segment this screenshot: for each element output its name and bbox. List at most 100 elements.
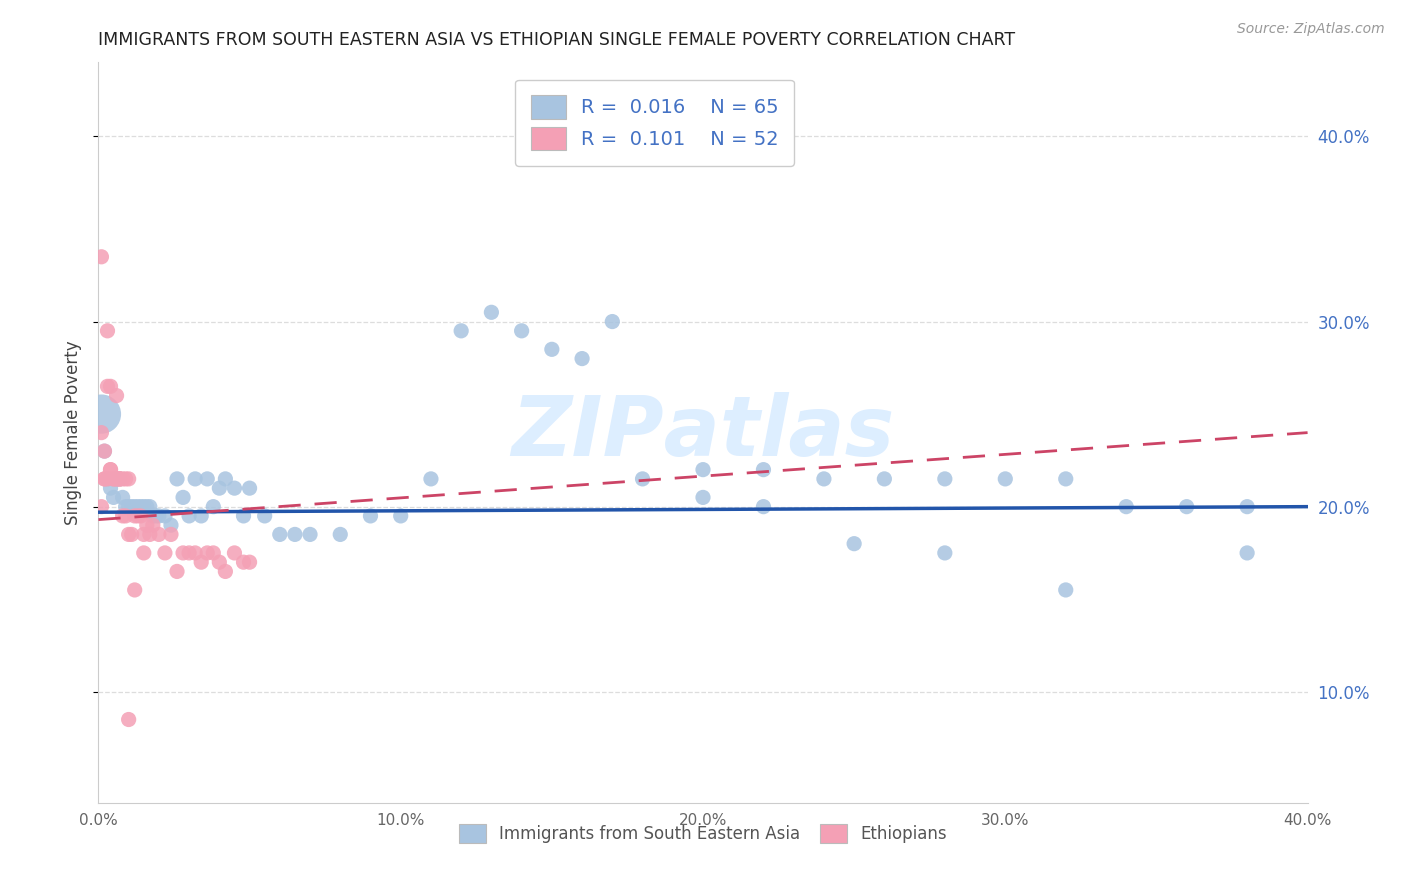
Point: [114, 500, 136, 514]
Point: [135, 518, 157, 533]
Point: [124, 500, 146, 514]
Y-axis label: Single Female Poverty: Single Female Poverty: [65, 341, 83, 524]
Point: [540, 343, 562, 357]
Point: [132, 527, 155, 541]
Point: [510, 324, 533, 338]
Point: [602, 314, 624, 328]
Point: [224, 481, 246, 495]
Point: [132, 500, 155, 514]
Point: [105, 389, 128, 403]
Point: [752, 462, 775, 476]
Point: [100, 379, 122, 393]
Point: [96, 472, 118, 486]
Point: [105, 472, 128, 486]
Point: [239, 481, 262, 495]
Point: [118, 472, 141, 486]
Point: [100, 462, 122, 476]
Point: [111, 491, 134, 505]
Point: [934, 472, 956, 486]
Point: [202, 500, 225, 514]
Point: [481, 305, 503, 319]
Point: [284, 527, 307, 541]
Point: [1054, 472, 1077, 486]
Point: [166, 565, 188, 579]
Point: [118, 713, 141, 727]
Point: [1054, 582, 1077, 597]
Point: [184, 546, 207, 560]
Point: [1175, 500, 1198, 514]
Point: [127, 508, 149, 523]
Point: [179, 508, 201, 523]
Point: [135, 500, 157, 514]
Point: [121, 500, 143, 514]
Point: [148, 508, 170, 523]
Point: [692, 491, 714, 505]
Point: [132, 546, 155, 560]
Point: [202, 546, 225, 560]
Point: [360, 508, 382, 523]
Point: [153, 546, 176, 560]
Point: [420, 472, 443, 486]
Point: [208, 555, 231, 569]
Point: [873, 472, 896, 486]
Point: [752, 500, 775, 514]
Point: [172, 546, 194, 560]
Text: IMMIGRANTS FROM SOUTH EASTERN ASIA VS ETHIOPIAN SINGLE FEMALE POVERTY CORRELATIO: IMMIGRANTS FROM SOUTH EASTERN ASIA VS ET…: [98, 31, 1015, 49]
Point: [129, 500, 152, 514]
Point: [195, 546, 218, 560]
Point: [111, 508, 134, 523]
Point: [108, 472, 131, 486]
Point: [329, 527, 352, 541]
Point: [145, 508, 167, 523]
Point: [450, 324, 472, 338]
Point: [994, 472, 1017, 486]
Text: Source: ZipAtlas.com: Source: ZipAtlas.com: [1237, 22, 1385, 37]
Point: [269, 527, 291, 541]
Point: [190, 555, 212, 569]
Point: [103, 472, 125, 486]
Point: [100, 481, 122, 495]
Point: [214, 472, 236, 486]
Point: [90, 500, 112, 514]
Point: [1236, 500, 1258, 514]
Point: [103, 491, 125, 505]
Legend: Immigrants from South Eastern Asia, Ethiopians: Immigrants from South Eastern Asia, Ethi…: [453, 817, 953, 850]
Point: [253, 508, 276, 523]
Point: [148, 527, 170, 541]
Point: [96, 379, 118, 393]
Point: [208, 481, 231, 495]
Point: [90, 407, 112, 421]
Point: [93, 472, 115, 486]
Point: [214, 565, 236, 579]
Point: [844, 536, 866, 550]
Point: [142, 508, 165, 523]
Point: [124, 582, 146, 597]
Point: [631, 472, 654, 486]
Point: [108, 472, 131, 486]
Point: [184, 472, 207, 486]
Point: [139, 527, 162, 541]
Point: [103, 472, 125, 486]
Point: [153, 508, 176, 523]
Point: [239, 555, 262, 569]
Point: [108, 472, 131, 486]
Point: [105, 472, 128, 486]
Point: [105, 472, 128, 486]
Point: [118, 527, 141, 541]
Point: [139, 500, 162, 514]
Point: [93, 444, 115, 458]
Point: [121, 527, 143, 541]
Point: [127, 500, 149, 514]
Point: [114, 472, 136, 486]
Point: [108, 472, 131, 486]
Point: [195, 472, 218, 486]
Point: [93, 444, 115, 458]
Point: [1236, 546, 1258, 560]
Point: [114, 508, 136, 523]
Point: [571, 351, 593, 366]
Point: [111, 472, 134, 486]
Point: [232, 555, 254, 569]
Point: [96, 472, 118, 486]
Point: [190, 508, 212, 523]
Point: [93, 472, 115, 486]
